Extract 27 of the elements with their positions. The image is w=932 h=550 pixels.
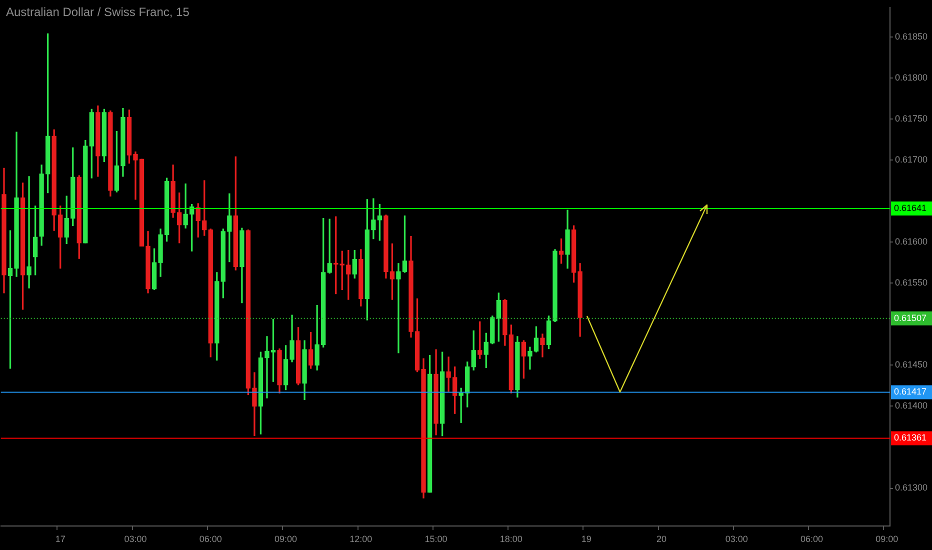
y-tick-label: 0.61600 (895, 236, 928, 247)
x-tick-label: 09:00 (274, 534, 298, 544)
y-tick-label: 0.61450 (895, 360, 928, 370)
x-tick-label: 18:00 (500, 534, 522, 544)
x-tick-label: 15:00 (424, 534, 448, 544)
y-tick-label: 0.61400 (895, 400, 928, 411)
y-tick-label: 0.61850 (895, 31, 928, 42)
chart-title: Australian Dollar / Swiss Franc, 15 (6, 5, 190, 19)
y-tick-label: 0.61550 (895, 278, 928, 288)
y-tick-label: 0.61300 (895, 482, 928, 493)
x-tick-label: 19 (581, 534, 592, 544)
ref-line-label: 0.61641 (894, 202, 927, 213)
x-tick-label: 03:00 (725, 534, 748, 544)
x-tick-label: 20 (656, 534, 666, 544)
y-tick-label: 0.61750 (895, 113, 928, 124)
y-tick-label: 0.61800 (895, 72, 928, 82)
ref-line-label: 0.61417 (894, 386, 927, 397)
ref-line-label: 0.61507 (894, 312, 927, 323)
x-tick-label: 03:00 (124, 534, 147, 544)
ref-line-label: 0.61361 (894, 432, 927, 443)
x-tick-label: 09:00 (876, 534, 898, 544)
candlestick (26, 176, 32, 288)
x-tick-label: 17 (55, 534, 66, 544)
y-tick-label: 0.61700 (895, 154, 928, 165)
x-tick-label: 06:00 (199, 534, 222, 544)
x-tick-label: 06:00 (800, 534, 823, 544)
x-tick-label: 12:00 (350, 534, 372, 544)
